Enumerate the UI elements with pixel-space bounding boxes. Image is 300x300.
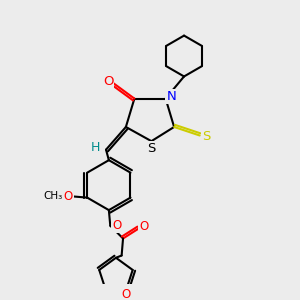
Text: N: N bbox=[167, 90, 176, 103]
Text: CH₃: CH₃ bbox=[43, 191, 62, 201]
Text: S: S bbox=[147, 142, 155, 155]
Text: H: H bbox=[91, 141, 100, 154]
Text: O: O bbox=[103, 75, 113, 88]
Text: O: O bbox=[112, 219, 121, 232]
Text: O: O bbox=[139, 220, 148, 233]
Text: O: O bbox=[63, 190, 73, 203]
Text: O: O bbox=[121, 288, 130, 300]
Text: S: S bbox=[202, 130, 210, 143]
